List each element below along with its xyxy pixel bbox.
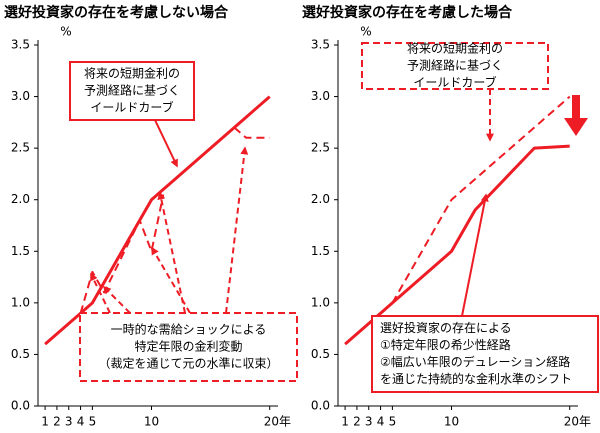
y-tick-label: 3.0 (311, 89, 330, 103)
y-tick-label: 0.5 (311, 347, 330, 361)
annotation-text: イールドカーブ (413, 75, 496, 90)
annotation-text: イールドカーブ (90, 100, 173, 115)
y-tick-label: 1.5 (11, 244, 30, 258)
annotation-text: 選好投資家の存在による (380, 320, 512, 335)
annotation-arrow (151, 246, 191, 314)
annotation-text: ①特定年限の希少性経路 (380, 337, 511, 352)
x-tick-label: 20年 (264, 415, 291, 429)
x-tick-label: 20年 (564, 415, 591, 429)
annotation-box (79, 312, 298, 382)
y-tick-label: 1.5 (311, 244, 330, 258)
y-tick-label: 1.0 (11, 295, 30, 309)
chart-title: 選好投資家の存在を考慮しない場合 (4, 4, 229, 21)
x-tick-label: 5 (389, 415, 397, 429)
y-tick-label: 2.5 (11, 141, 30, 155)
annotation-text: （裁定を通じて元の水準に収束） (98, 356, 278, 371)
x-tick-label: 3 (65, 415, 73, 429)
x-tick-label: 2 (53, 415, 61, 429)
line-series (344, 144, 570, 346)
annotation-arrow (225, 146, 249, 314)
annotation-text: 将来の短期金利の (407, 41, 503, 56)
y-tick-label: 2.0 (311, 192, 330, 206)
annotation-box (69, 61, 195, 121)
annotation-text: を通じた持続的な金利水準のシフト (380, 371, 572, 386)
y-tick-label: 3.0 (11, 89, 30, 103)
annotation-text: 予測経路に基づく (407, 58, 503, 73)
line-series (391, 95, 571, 304)
y-tick-label: 0.0 (11, 399, 30, 413)
annotation-text: 予測経路に基づく (84, 83, 180, 98)
y-unit: % (360, 25, 371, 39)
annotation-arrow (90, 272, 111, 314)
y-tick-label: 2.0 (11, 192, 30, 206)
y-tick-label: 3.5 (311, 38, 330, 52)
x-tick-label: 5 (89, 415, 97, 429)
line-series (44, 95, 271, 346)
annotation-text: ②幅広い年限のデュレーション経路 (380, 354, 570, 369)
x-tick-label: 2 (353, 415, 361, 429)
x-tick-label: 10 (444, 415, 459, 429)
annotation-arrow (461, 193, 489, 317)
y-tick-label: 1.0 (311, 295, 330, 309)
annotation-text: 将来の短期金利の (84, 66, 180, 81)
y-tick-label: 3.5 (11, 38, 30, 52)
annotation-arrow (154, 119, 178, 168)
annotation-box (361, 42, 549, 90)
annotation-text: 一時的な需給ショックによる (111, 322, 267, 337)
shift-arrow (564, 95, 588, 136)
annotation-text: 特定年限の金利変動 (134, 339, 242, 354)
line-series (79, 126, 270, 314)
y-tick-label: 0.0 (311, 399, 330, 413)
x-tick-label: 10 (144, 415, 159, 429)
y-unit: % (60, 25, 71, 39)
y-tick-label: 2.5 (311, 141, 330, 155)
x-tick-label: 1 (341, 415, 349, 429)
annotation-arrow (102, 285, 131, 314)
annotation-box (371, 315, 599, 393)
annotation-arrow (157, 191, 186, 314)
x-tick-label: 1 (41, 415, 49, 429)
x-tick-label: 4 (77, 415, 85, 429)
chart-title: 選好投資家の存在を考慮した場合 (302, 4, 513, 21)
y-tick-label: 0.5 (11, 347, 30, 361)
x-tick-label: 3 (365, 415, 373, 429)
x-tick-label: 4 (377, 415, 385, 429)
